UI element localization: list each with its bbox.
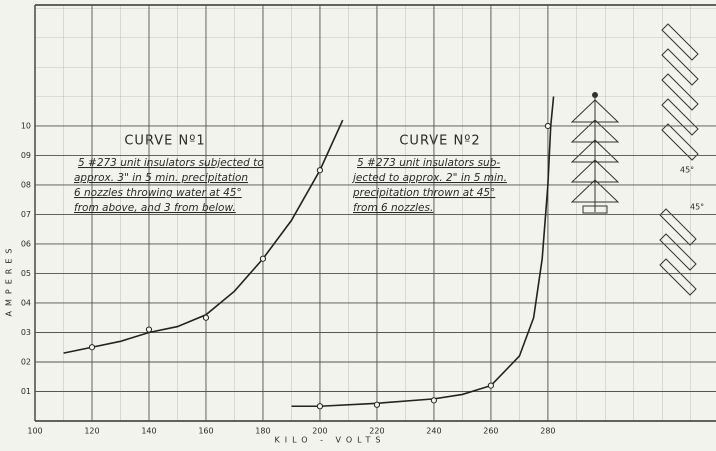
y-tick-label: 08 [21,180,31,189]
observed-point [545,123,550,128]
x-tick-label: 240 [426,427,441,436]
x-tick-label: 180 [255,427,270,436]
observed-point [488,383,493,388]
x-axis-label: KILO - VOLTS [275,436,386,445]
side-label: 45° [690,203,704,212]
x-tick-label: 200 [312,427,327,436]
observed-point [317,168,322,173]
y-tick-label: 05 [21,269,31,278]
annotation-line: jected to approx. 2" in 5 min. [351,172,507,184]
y-tick-label: 01 [21,387,31,396]
observed-point [317,404,322,409]
chart: KILO - VOLTS AMPERES CURVE Nº1 CURVE Nº2… [0,0,716,447]
x-tick-label: 220 [369,427,384,436]
x-tick-label: 280 [540,427,555,436]
observed-point [374,402,379,407]
observed-point [260,256,265,261]
side-label: 45° [680,166,694,175]
annotation-line: precipitation thrown at 45° [352,187,495,199]
y-tick-label: 09 [21,151,31,160]
annotation-line: approx. 3" in 5 min. precipitation [74,172,248,184]
x-tick-label: 100 [27,427,42,436]
curve-1-title: CURVE Nº1 [124,134,205,149]
y-tick-label: 03 [21,328,31,337]
y-tick-label: 06 [21,239,31,248]
observed-point [146,327,151,332]
y-tick-label: 02 [21,357,31,366]
x-tick-label: 140 [141,427,156,436]
observed-point [89,345,94,350]
annotation-line: from 6 nozzles. [353,202,433,214]
x-tick-label: 160 [198,427,213,436]
y-tick-label: 10 [21,121,31,130]
curve-2-title: CURVE Nº2 [399,134,480,149]
y-tick-label: 04 [21,298,31,307]
x-tick-label: 260 [483,427,498,436]
x-tick-label: 120 [84,427,99,436]
annotation-line: 5 #273 unit insulators sub- [357,157,500,169]
annotation-line: 5 #273 unit insulators subjected to [78,157,264,169]
y-axis-label: AMPERES [5,244,14,317]
observed-point [431,398,436,403]
annotation-line: from above, and 3 from below. [74,202,236,214]
y-tick-label: 07 [21,210,31,219]
annotation-line: 6 nozzles throwing water at 45° [74,187,242,199]
observed-point [203,315,208,320]
